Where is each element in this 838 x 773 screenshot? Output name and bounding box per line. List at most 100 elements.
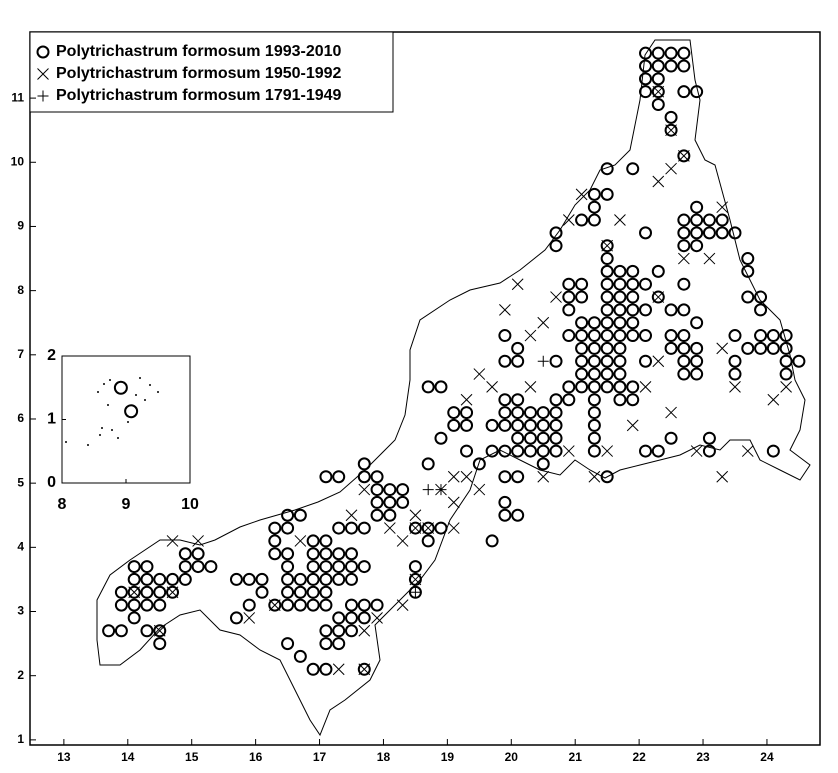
point: [639, 226, 653, 240]
point: [690, 239, 704, 253]
y-tick-label: 2: [47, 347, 56, 364]
point: [345, 509, 358, 522]
point: [523, 406, 537, 420]
point: [306, 585, 320, 599]
point: [779, 367, 793, 381]
point: [729, 381, 741, 393]
point: [344, 611, 358, 625]
point: [792, 354, 806, 368]
point: [779, 354, 793, 368]
point: [140, 598, 154, 612]
point: [511, 508, 525, 522]
point: [127, 572, 141, 586]
point: [255, 585, 269, 599]
point: [511, 431, 525, 445]
point: [421, 534, 435, 548]
point: [102, 624, 116, 638]
point: [473, 483, 486, 496]
point: [511, 470, 525, 484]
point: [127, 598, 141, 612]
point: [166, 585, 180, 599]
point: [332, 521, 346, 535]
point: [140, 560, 154, 574]
x-tick-label: 13: [57, 750, 71, 764]
point: [587, 393, 601, 407]
point: [677, 226, 691, 240]
point: [370, 483, 384, 497]
point: [549, 431, 563, 445]
point: [486, 381, 498, 393]
point: [268, 598, 282, 612]
point: [243, 612, 256, 624]
point: [357, 560, 371, 574]
point: [702, 226, 716, 240]
point: [575, 188, 588, 201]
point: [485, 444, 499, 458]
point: [639, 277, 653, 291]
x-tick-label: 9: [122, 496, 131, 513]
point: [383, 495, 397, 509]
point: [652, 175, 665, 188]
point: [651, 264, 665, 278]
point: [613, 354, 627, 368]
point: [421, 457, 435, 471]
point: [396, 495, 410, 509]
point: [587, 187, 601, 201]
point: [741, 290, 755, 304]
point: [408, 521, 422, 535]
point: [575, 380, 589, 394]
point: [523, 444, 537, 458]
point: [677, 149, 691, 163]
point: [677, 277, 691, 291]
point: [293, 585, 307, 599]
point: [702, 213, 716, 227]
point: [281, 598, 295, 612]
point: [536, 418, 550, 432]
point: [715, 213, 729, 227]
point: [537, 355, 549, 367]
point: [153, 585, 167, 599]
point: [536, 457, 550, 471]
point: [626, 264, 640, 278]
y-tick-label: 6: [17, 411, 24, 425]
point: [766, 444, 780, 458]
point: [741, 264, 755, 278]
inset-frame: [61, 355, 191, 484]
point: [511, 444, 525, 458]
point: [319, 637, 333, 651]
legend-marker: [37, 90, 49, 102]
point: [651, 72, 665, 86]
point: [281, 547, 295, 561]
point: [472, 457, 486, 471]
point: [575, 213, 589, 227]
point: [575, 290, 589, 304]
point: [434, 431, 448, 445]
point: [408, 572, 422, 586]
point: [127, 611, 141, 625]
point: [613, 341, 627, 355]
point: [587, 354, 601, 368]
point: [306, 598, 320, 612]
point: [306, 547, 320, 561]
point: [550, 291, 562, 303]
point: [113, 380, 128, 395]
point: [639, 354, 653, 368]
point: [690, 367, 704, 381]
point: [613, 277, 627, 291]
point: [332, 663, 345, 676]
point: [562, 393, 576, 407]
x-tick-label: 24: [760, 750, 774, 764]
point: [127, 560, 141, 574]
point: [664, 110, 678, 124]
legend-label: Polytrichastrum formosum 1993-2010: [56, 43, 342, 60]
point: [741, 445, 754, 457]
point: [229, 572, 243, 586]
point: [294, 535, 307, 547]
point: [306, 560, 320, 574]
point: [511, 418, 525, 432]
point: [153, 598, 167, 612]
point: [536, 406, 550, 420]
point: [511, 393, 525, 407]
point: [664, 329, 678, 343]
point: [293, 598, 307, 612]
